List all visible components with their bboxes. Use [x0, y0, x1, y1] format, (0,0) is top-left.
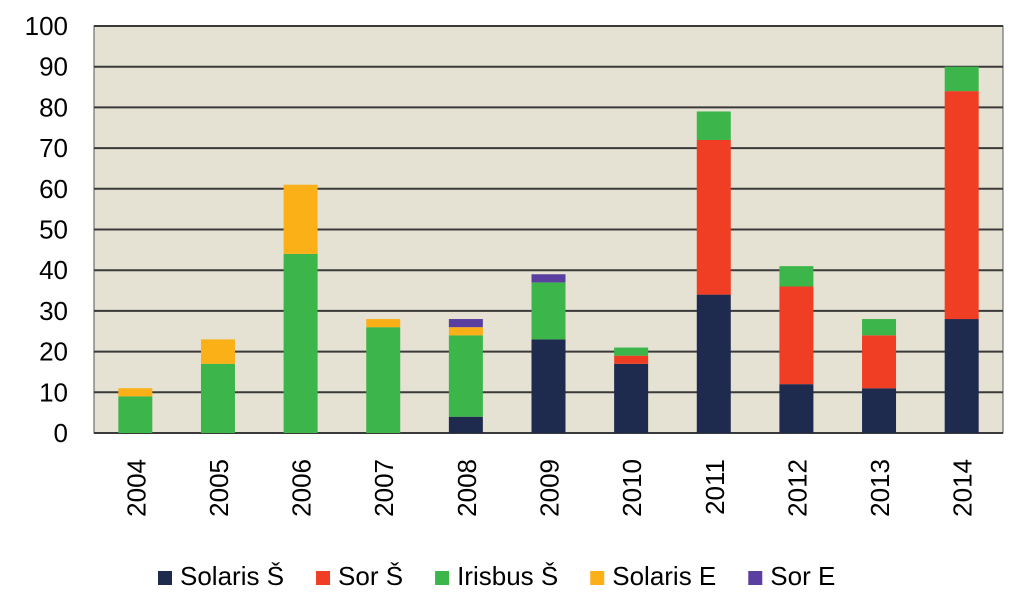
legend-swatch: [590, 571, 605, 585]
legend-swatch: [158, 571, 172, 585]
bar-2008-irisbus-š: [448, 335, 483, 417]
x-tick-label: 2007: [369, 459, 399, 517]
bar-2006-irisbus-š: [283, 253, 318, 433]
y-tick-label: 30: [39, 296, 68, 326]
bar-2009-irisbus-š: [531, 282, 566, 340]
bar-2014-irisbus-š: [944, 66, 979, 92]
x-tick-label: 2008: [452, 459, 482, 517]
bar-2007-solaris-e: [366, 319, 401, 328]
y-tick-label: 70: [39, 133, 68, 163]
bar-2014-sor-š: [944, 91, 979, 320]
bar-2010-irisbus-š: [614, 347, 649, 356]
bar-2005-irisbus-š: [200, 363, 235, 433]
bar-2012-sor-š: [779, 286, 814, 385]
bar-2006-solaris-e: [283, 184, 318, 254]
bar-2008-solaris-e: [448, 327, 483, 336]
x-tick-label: 2013: [865, 459, 895, 517]
x-tick-label: 2014: [948, 459, 978, 517]
legend-label: Irisbus Š: [457, 561, 558, 591]
bar-2009-solaris-š: [531, 339, 566, 433]
gridlines: [94, 25, 1003, 434]
y-tick-label: 0: [54, 418, 68, 448]
bar-2009-sor-e: [531, 274, 566, 283]
y-tick-label: 90: [39, 52, 68, 82]
bar-2012-irisbus-š: [779, 266, 814, 287]
x-tick-label: 2010: [617, 459, 647, 517]
y-tick-label: 10: [39, 377, 68, 407]
y-tick-label: 60: [39, 174, 68, 204]
x-tick-label: 2009: [535, 459, 565, 517]
bar-2008-sor-e: [448, 319, 483, 328]
bar-2004-solaris-e: [118, 388, 153, 397]
y-axis-ticks: 0 10 20 30 40 50 60 70 80 90 100: [25, 11, 68, 448]
bar-2007-irisbus-š: [366, 327, 401, 433]
x-tick-label: 2012: [782, 459, 812, 517]
legend-label: Solaris Š: [180, 561, 284, 591]
legend-swatch: [748, 571, 763, 585]
bar-2013-irisbus-š: [862, 319, 897, 336]
x-tick-label: 2005: [204, 459, 234, 517]
bar-2004-irisbus-š: [118, 396, 153, 433]
y-tick-label: 80: [39, 92, 68, 122]
x-tick-label: 2011: [700, 459, 730, 515]
legend: Solaris Š Sor Š Irisbus Š Solaris E Sor E: [158, 561, 835, 591]
legend-swatch: [316, 571, 331, 585]
legend-swatch: [435, 571, 450, 585]
x-axis-ticks: 2004 2005 2006 2007 2008 2009 2010 2011 2012 2013…: [121, 459, 977, 517]
bar-2010-sor-š: [614, 355, 649, 364]
bar-2008-solaris-š: [448, 416, 483, 433]
bar-2013-sor-š: [862, 335, 897, 389]
legend-label: Sor Š: [338, 561, 403, 591]
bar-2012-solaris-š: [779, 384, 814, 433]
y-tick-label: 100: [25, 11, 68, 41]
y-tick-label: 40: [39, 255, 68, 285]
bar-2014-solaris-š: [944, 319, 979, 433]
bar-2011-irisbus-š: [696, 111, 731, 140]
legend-label: Solaris E: [612, 561, 716, 591]
bar-2011-solaris-š: [696, 294, 731, 433]
bar-2011-sor-š: [696, 139, 731, 295]
bar-2010-solaris-š: [614, 363, 649, 433]
y-tick-label: 50: [39, 215, 68, 245]
legend-label: Sor E: [770, 561, 835, 591]
y-tick-label: 20: [39, 337, 68, 367]
x-tick-label: 2004: [121, 459, 151, 517]
bar-2013-solaris-š: [862, 388, 897, 433]
bar-2005-solaris-e: [200, 339, 235, 364]
x-tick-label: 2006: [287, 459, 317, 517]
bars: [118, 66, 979, 433]
